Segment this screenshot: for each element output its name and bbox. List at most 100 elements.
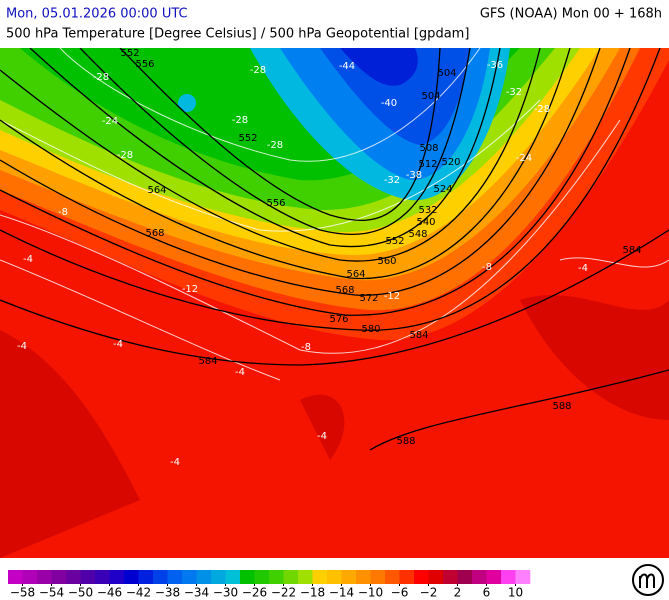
model-run: GFS (NOAA) Mon 00 + 168h [480,7,662,22]
height-label: 568 [145,228,164,239]
temperature-label: -28 [267,140,283,151]
temperature-label: -12 [384,291,400,302]
subtitle: 500 hPa Temperature [Degree Celsius] / 5… [6,27,469,42]
temperature-label: -24 [102,116,118,127]
colorbar-tick-label: 2 [454,586,462,600]
temperature-label: -4 [170,457,180,468]
temperature-label: -4 [17,341,27,352]
height-label: 576 [329,314,348,325]
colorbar-tick-label: −34 [184,586,209,600]
colorbar-swatch [254,570,270,584]
temperature-label: -4 [317,431,327,442]
height-label: 540 [416,217,435,228]
height-label: 532 [418,205,437,216]
temperature-label: -32 [506,87,522,98]
temperature-label: -4 [235,367,245,378]
height-label: 548 [408,229,427,240]
height-label: 584 [622,245,641,256]
temperature-label: -12 [182,284,198,295]
height-label: 520 [441,157,460,168]
colorbar-swatch [486,570,502,584]
height-label: 552 [385,236,404,247]
colorbar-swatch [356,570,371,584]
height-label: 584 [198,356,217,367]
temperature-label: -4 [23,254,33,265]
temperature-label: -28 [93,72,109,83]
colorbar-tick-label: −30 [213,586,238,600]
height-label: 508 [419,143,438,154]
colorbar-swatch [341,570,357,584]
colorbar-swatch [80,570,96,584]
temperature-label: -4 [113,339,123,350]
temperature-label: -28 [232,115,248,126]
height-label: 560 [377,256,396,267]
colorbar-tick-label: −22 [271,586,296,600]
colorbar-swatch [327,570,342,584]
height-label: 556 [266,198,285,209]
colorbar-tick-label: 6 [483,586,491,600]
temperature-label: -8 [58,207,68,218]
colorbar-swatch [138,570,154,584]
height-label: 572 [359,293,378,304]
colorbar-swatch [501,570,516,584]
height-label: 556 [135,59,154,70]
colorbar-tick-label: −2 [420,586,438,600]
colorbar-swatch [8,570,23,584]
colorbar-swatch [240,570,255,584]
logo [632,564,664,596]
temperature-label: -28 [117,150,133,161]
colorbar-swatch [283,570,299,584]
temperature-label: -36 [487,60,503,71]
colorbar-swatch [298,570,313,584]
colorbar-tick-label: −26 [242,586,267,600]
colorbar-swatch [457,570,473,584]
colorbar-swatch [95,570,110,584]
colorbar-tick-label: −50 [68,586,93,600]
colorbar-swatch [22,570,38,584]
temperature-label: -44 [339,61,355,72]
height-label: 552 [120,48,139,59]
temperature-label: -32 [384,175,400,186]
height-label: 584 [409,330,428,341]
colorbar-swatch [51,570,67,584]
colorbar-swatch [211,570,226,584]
colorbar-tick-label: −14 [329,586,354,600]
height-label: 552 [238,133,257,144]
colorbar-swatch [124,570,139,584]
colorbar-swatch [443,570,458,584]
temperature-label: -24 [516,153,532,164]
colorbar-swatch [225,570,241,584]
colorbar-swatch [399,570,415,584]
temperature-label: -28 [534,104,550,115]
colorbar-tick-label: 10 [508,586,523,600]
colorbar-swatch [312,570,328,584]
temperature-label: -28 [250,65,266,76]
height-label: 504 [437,68,456,79]
temperature-label: -4 [578,263,588,274]
colorbar-tick-label: −18 [300,586,325,600]
temperature-label: -38 [406,170,422,181]
height-label: 524 [433,184,452,195]
colorbar-swatch [153,570,168,584]
colorbar-tick-label: −58 [10,586,35,600]
colorbar-tick-label: −6 [391,586,409,600]
colorbar-swatch [109,570,125,584]
height-label: 504 [421,91,440,102]
colorbar-swatch [428,570,444,584]
temperature-label: -8 [301,342,311,353]
height-label: 568 [335,285,354,296]
colorbar-swatch [414,570,429,584]
height-label: 580 [361,324,380,335]
colorbar-swatch [370,570,386,584]
map-field [0,48,669,558]
datetime: Mon, 05.01.2026 00:00 UTC [6,7,188,22]
height-label: 588 [396,436,415,447]
temperature-label: -40 [381,98,397,109]
height-label: 564 [346,269,365,280]
colorbar-tick-label: −38 [155,586,180,600]
colorbar-tick-label: −46 [97,586,122,600]
height-label: 588 [552,401,571,412]
colorbar-swatch [182,570,197,584]
